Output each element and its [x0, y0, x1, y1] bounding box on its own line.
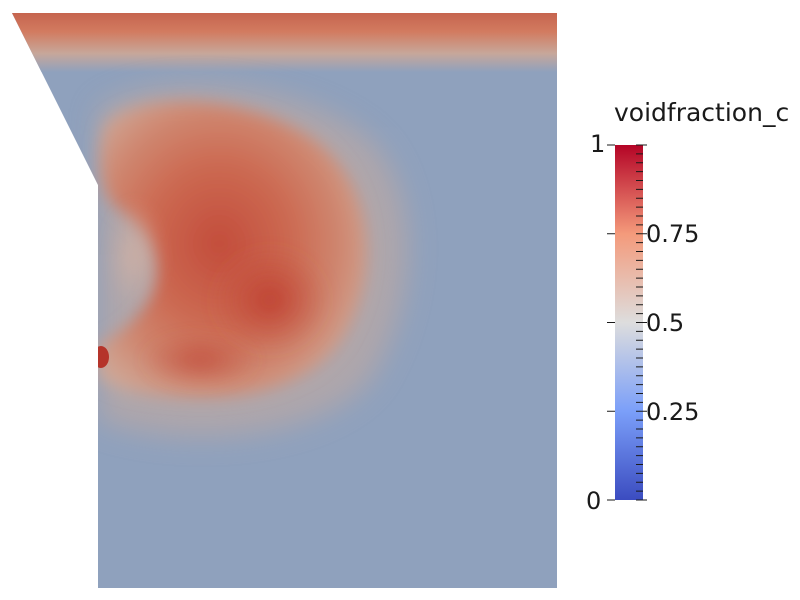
legend-title: voidfraction_c [614, 98, 790, 127]
colorbar-tick-label-0.75: 0.75 [646, 220, 700, 248]
colorbar [607, 144, 647, 501]
void-fraction-field [12, 13, 557, 588]
colorbar-tick-label-1: 1 [590, 130, 606, 158]
colorbar-tick-label-0.25: 0.25 [646, 398, 700, 426]
colorbar-ticks [607, 144, 647, 501]
colorbar-tick-label-0.5: 0.5 [646, 309, 685, 337]
colorbar-tick-label-0: 0 [586, 487, 602, 515]
